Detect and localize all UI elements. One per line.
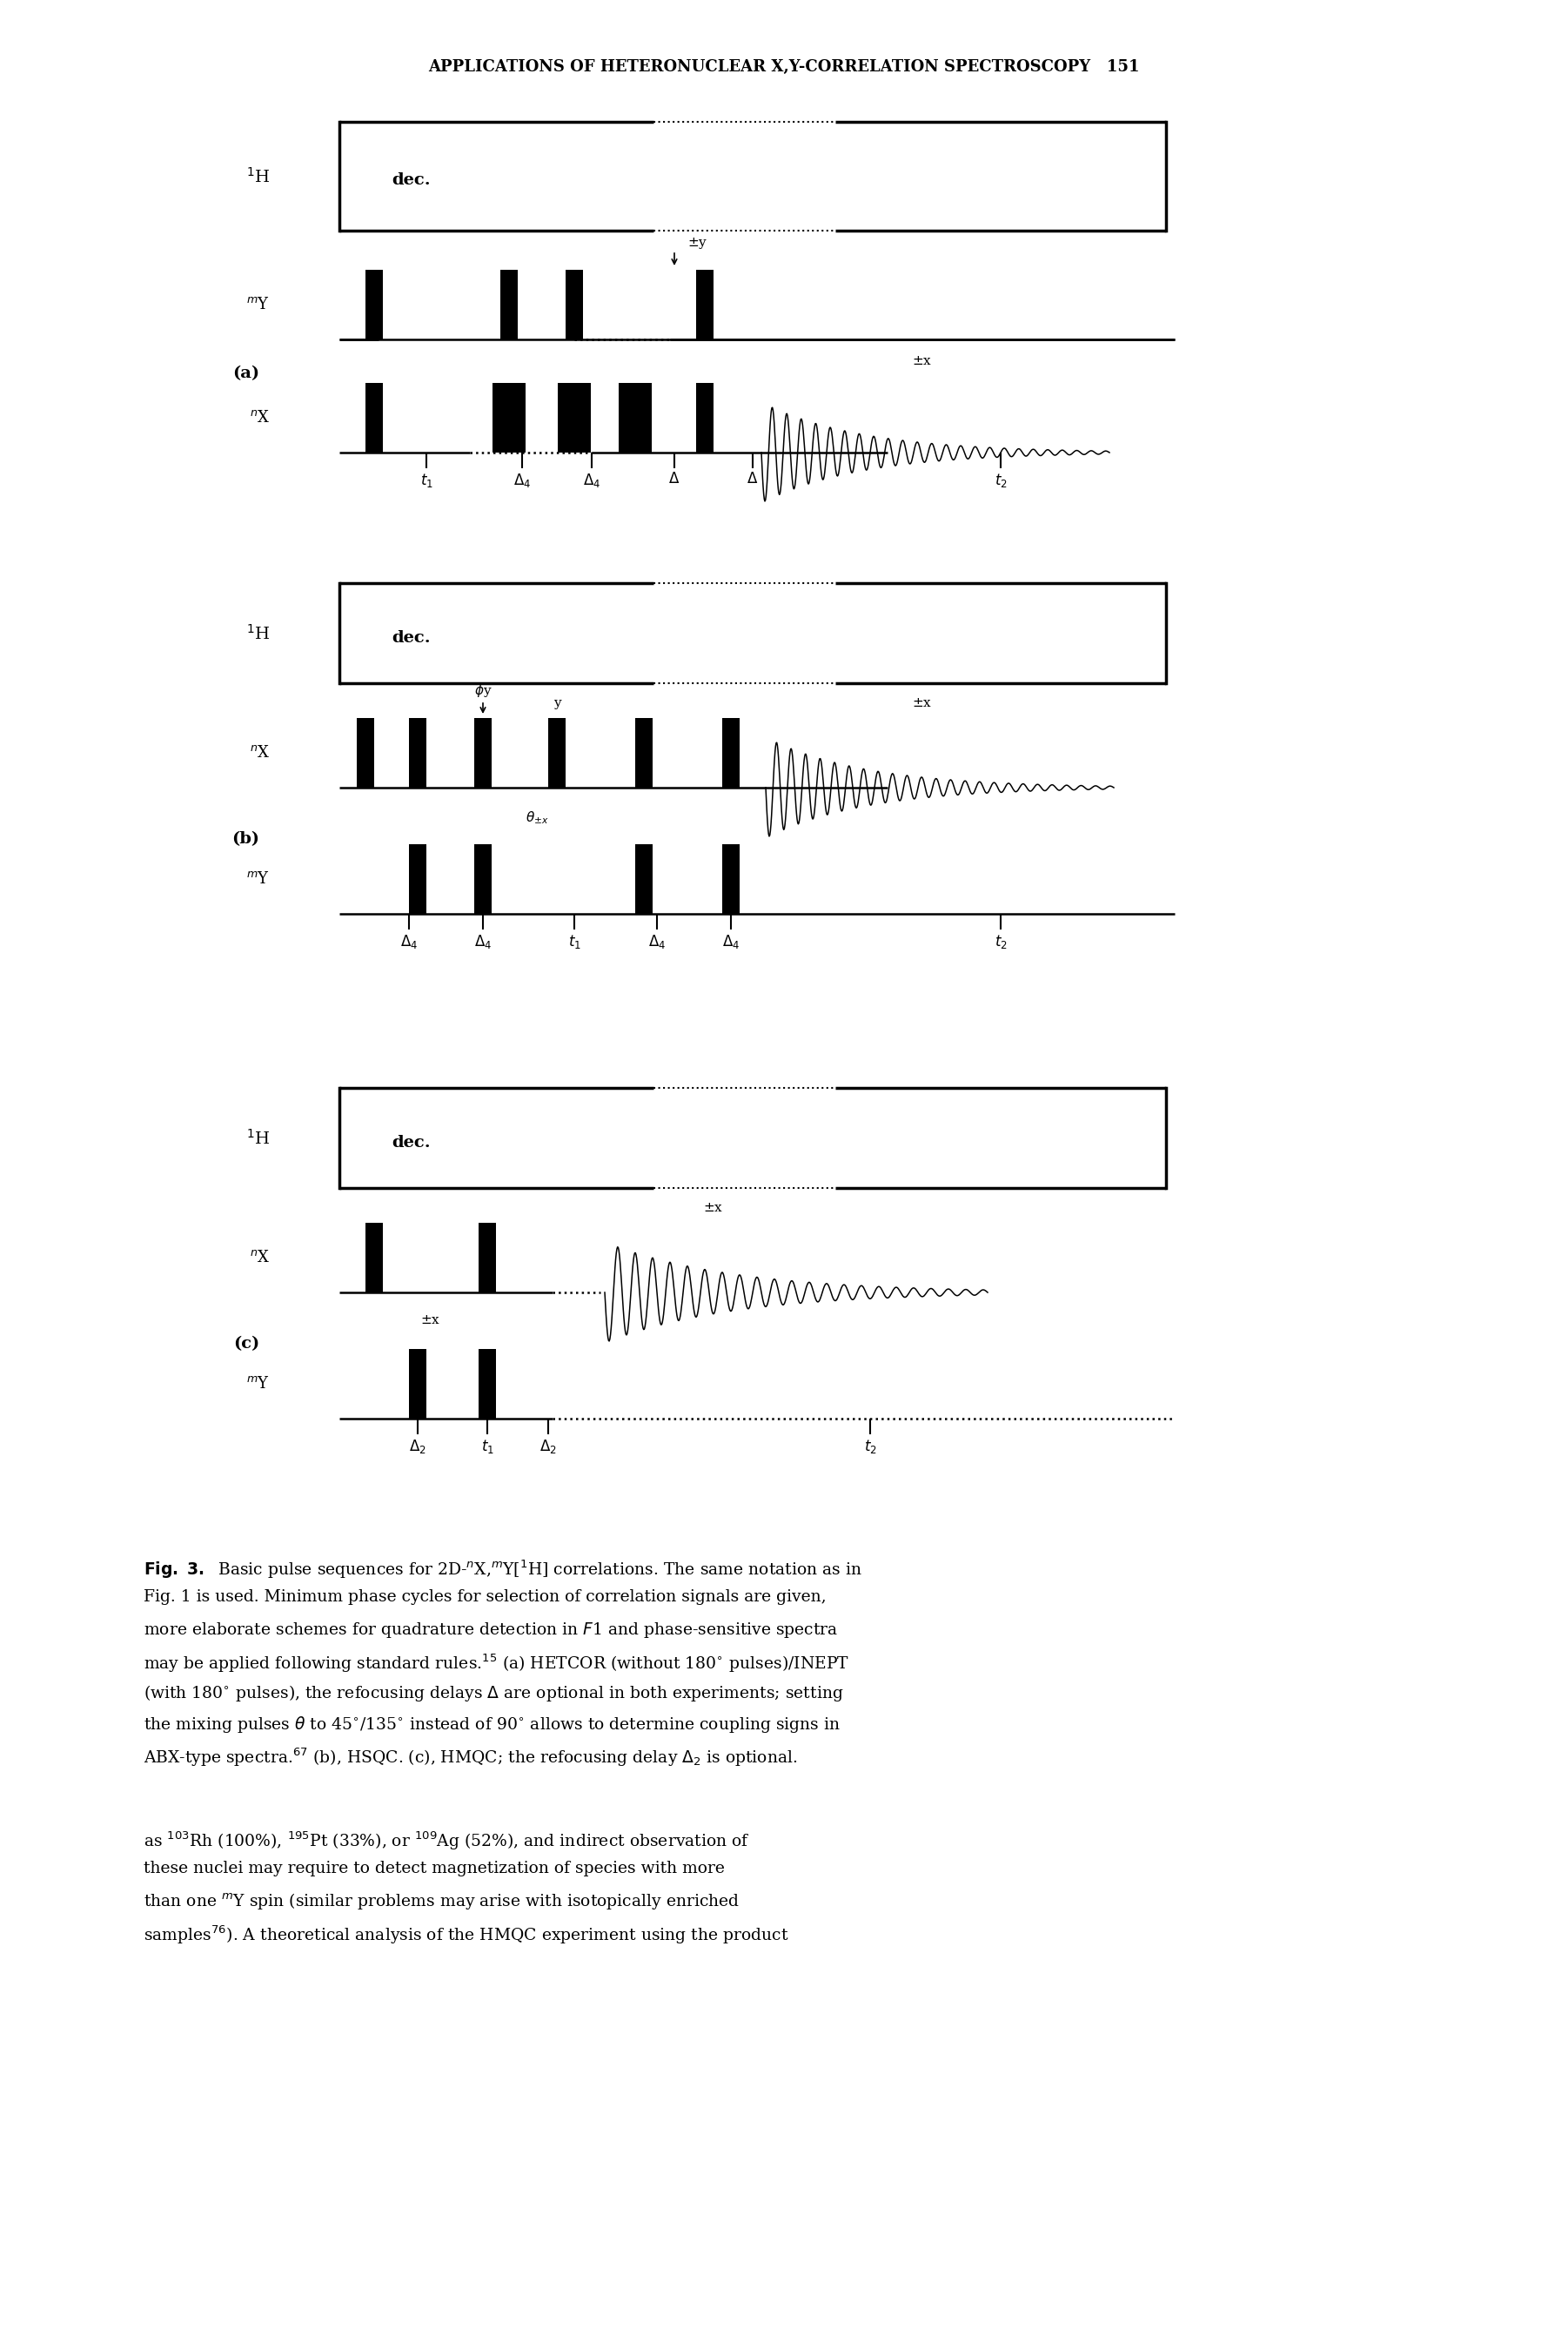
Text: $\Delta_4$: $\Delta_4$ [723, 933, 740, 951]
Text: $t_1$: $t_1$ [568, 933, 580, 951]
Text: dec.: dec. [392, 174, 430, 188]
Bar [409, 843, 426, 914]
Bar [619, 383, 652, 453]
Text: $^n$X: $^n$X [249, 745, 270, 761]
Text: $^m$Y: $^m$Y [246, 1377, 270, 1391]
Bar [558, 383, 591, 453]
Text: $t_1$: $t_1$ [481, 1438, 494, 1454]
Text: (c): (c) [234, 1337, 259, 1351]
Text: (b): (b) [232, 832, 259, 848]
Text: as $^{103}$Rh (100%), $^{195}$Pt (33%), or $^{109}$Ag (52%), and indirect observ: as $^{103}$Rh (100%), $^{195}$Pt (33%), … [144, 1830, 750, 1851]
Text: $t_2$: $t_2$ [864, 1438, 877, 1454]
Text: $^m$Y: $^m$Y [246, 871, 270, 888]
Text: samples$^{76}$). A theoretical analysis of the HMQC experiment using the product: samples$^{76}$). A theoretical analysis … [144, 1924, 789, 1945]
Text: $\Delta$: $\Delta$ [746, 472, 759, 486]
Text: $\Delta_2$: $\Delta_2$ [539, 1438, 557, 1454]
Text: $\Delta_4$: $\Delta_4$ [513, 472, 532, 489]
Text: ABX-type spectra.$^{67}$ (b), HSQC. (c), HMQC; the refocusing delay $\Delta_2$ i: ABX-type spectra.$^{67}$ (b), HSQC. (c),… [144, 1745, 798, 1769]
Text: $t_1$: $t_1$ [420, 472, 433, 489]
Bar [635, 719, 652, 787]
Bar [365, 1224, 383, 1292]
Text: $\theta$$_{\pm x}$: $\theta$$_{\pm x}$ [525, 810, 549, 827]
Bar [696, 383, 713, 453]
Text: than one $^{m}$Y spin (similar problems may arise with isotopically enriched: than one $^{m}$Y spin (similar problems … [144, 1891, 740, 1912]
Text: Fig. 1 is used. Minimum phase cycles for selection of correlation signals are gi: Fig. 1 is used. Minimum phase cycles for… [144, 1590, 826, 1604]
Bar [409, 1348, 426, 1419]
Bar [358, 719, 375, 787]
Bar [365, 270, 383, 338]
Bar [566, 270, 583, 338]
Text: may be applied following standard rules.$^{15}$ (a) HETCOR (without 180$^{\circ}: may be applied following standard rules.… [144, 1651, 850, 1675]
Bar [478, 1224, 495, 1292]
Text: $t_2$: $t_2$ [994, 472, 1007, 489]
Bar [474, 719, 492, 787]
Bar [492, 383, 525, 453]
Text: $^n$X: $^n$X [249, 1250, 270, 1266]
Bar [474, 843, 492, 914]
Text: $\pm$x: $\pm$x [420, 1313, 441, 1327]
Text: $^1$H: $^1$H [246, 167, 270, 186]
Text: $\phi$y: $\phi$y [474, 681, 492, 700]
Bar [500, 270, 517, 338]
Text: $^1$H: $^1$H [246, 1128, 270, 1146]
Text: $\pm$x: $\pm$x [704, 1203, 723, 1214]
Text: $\pm$x: $\pm$x [913, 355, 933, 366]
Text: $^1$H: $^1$H [246, 622, 270, 644]
Text: $\Delta_4$: $\Delta_4$ [583, 472, 601, 489]
Bar [696, 270, 713, 338]
Text: these nuclei may require to detect magnetization of species with more: these nuclei may require to detect magne… [144, 1860, 724, 1877]
Text: APPLICATIONS OF HETERONUCLEAR X,Y-CORRELATION SPECTROSCOPY   151: APPLICATIONS OF HETERONUCLEAR X,Y-CORREL… [428, 59, 1140, 75]
Text: $\pm$x: $\pm$x [913, 698, 933, 709]
Text: $\Delta_2$: $\Delta_2$ [409, 1438, 426, 1454]
Bar [409, 719, 426, 787]
Text: $\mathbf{Fig.\ 3.}$  Basic pulse sequences for 2D-$^{n}$X,$^{m}$Y[$^{1}$H] corre: $\mathbf{Fig.\ 3.}$ Basic pulse sequence… [144, 1557, 862, 1581]
Text: $\Delta_4$: $\Delta_4$ [400, 933, 417, 951]
Text: $\Delta$: $\Delta$ [668, 472, 681, 486]
Bar [723, 843, 740, 914]
Text: y: y [554, 698, 561, 709]
Bar [365, 383, 383, 453]
Text: more elaborate schemes for quadrature detection in $F$1 and phase-sensitive spec: more elaborate schemes for quadrature de… [144, 1621, 839, 1640]
Text: dec.: dec. [392, 1135, 430, 1151]
Text: $^m$Y: $^m$Y [246, 296, 270, 312]
Bar [723, 719, 740, 787]
Text: dec.: dec. [392, 630, 430, 646]
Text: $^n$X: $^n$X [249, 411, 270, 425]
Text: $t_2$: $t_2$ [994, 933, 1007, 951]
Text: $\pm$y: $\pm$y [687, 235, 707, 251]
Bar [478, 1348, 495, 1419]
Bar [549, 719, 566, 787]
Text: $\Delta_4$: $\Delta_4$ [474, 933, 492, 951]
Bar [635, 843, 652, 914]
Text: (a): (a) [232, 366, 259, 381]
Text: the mixing pulses $\theta$ to 45$^{\circ}$/135$^{\circ}$ instead of 90$^{\circ}$: the mixing pulses $\theta$ to 45$^{\circ… [144, 1715, 840, 1734]
Text: $\Delta_4$: $\Delta_4$ [648, 933, 666, 951]
Text: (with 180$^{\circ}$ pulses), the refocusing delays $\Delta$ are optional in both: (with 180$^{\circ}$ pulses), the refocus… [144, 1684, 844, 1703]
